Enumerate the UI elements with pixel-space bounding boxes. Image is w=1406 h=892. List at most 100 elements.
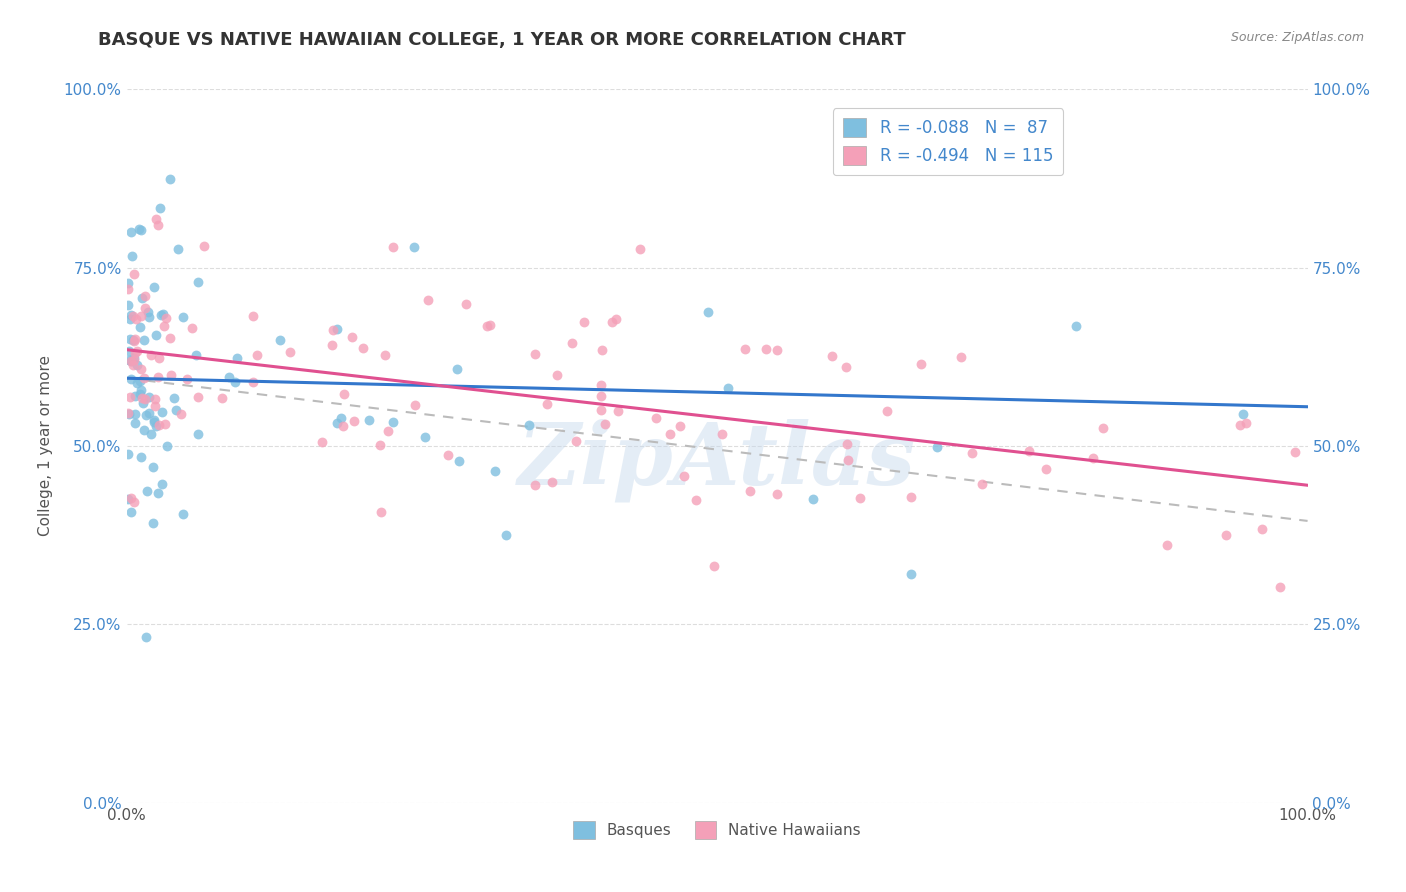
- Text: ZipAtlas: ZipAtlas: [517, 418, 917, 502]
- Point: [120, 491, 142, 506]
- Point: [160, 368, 183, 382]
- Point: [124, 389, 146, 403]
- Point: [124, 346, 146, 360]
- Point: [124, 495, 146, 509]
- Point: [120, 309, 142, 323]
- Point: [165, 403, 187, 417]
- Point: [574, 314, 596, 328]
- Point: [129, 223, 152, 237]
- Point: [125, 358, 148, 372]
- Point: [697, 305, 720, 319]
- Point: [139, 427, 162, 442]
- Point: [950, 350, 973, 364]
- Point: [413, 430, 436, 444]
- Point: [1215, 528, 1237, 542]
- Point: [925, 440, 948, 454]
- Point: [710, 427, 733, 442]
- Point: [1064, 319, 1087, 334]
- Point: [139, 348, 162, 362]
- Point: [172, 310, 194, 325]
- Point: [329, 411, 352, 425]
- Point: [142, 279, 165, 293]
- Point: [172, 507, 194, 521]
- Point: [170, 407, 193, 421]
- Point: [134, 301, 156, 315]
- Point: [1018, 444, 1040, 458]
- Point: [124, 332, 146, 346]
- Point: [404, 240, 426, 254]
- Point: [125, 376, 148, 391]
- Point: [120, 312, 142, 326]
- Point: [484, 464, 506, 478]
- Point: [142, 459, 165, 474]
- Point: [128, 221, 150, 235]
- Point: [155, 311, 177, 326]
- Point: [591, 389, 613, 403]
- Point: [602, 315, 624, 329]
- Point: [122, 351, 145, 366]
- Point: [801, 491, 824, 506]
- Point: [129, 384, 152, 398]
- Point: [311, 434, 333, 449]
- Point: [181, 320, 204, 334]
- Point: [120, 354, 142, 368]
- Point: [156, 439, 179, 453]
- Point: [148, 369, 170, 384]
- Point: [153, 417, 176, 431]
- Point: [900, 566, 922, 581]
- Point: [342, 329, 364, 343]
- Point: [322, 323, 344, 337]
- Text: Source: ZipAtlas.com: Source: ZipAtlas.com: [1230, 31, 1364, 45]
- Point: [605, 312, 627, 326]
- Point: [129, 450, 152, 465]
- Point: [644, 411, 666, 425]
- Point: [876, 404, 898, 418]
- Point: [153, 319, 176, 334]
- Y-axis label: College, 1 year or more: College, 1 year or more: [38, 356, 52, 536]
- Point: [117, 282, 139, 296]
- Point: [606, 404, 628, 418]
- Point: [1232, 407, 1254, 421]
- Point: [900, 490, 922, 504]
- Point: [374, 348, 396, 362]
- Point: [117, 405, 139, 419]
- Point: [127, 343, 149, 358]
- Point: [122, 333, 145, 347]
- Point: [835, 359, 858, 374]
- Point: [332, 419, 354, 434]
- Point: [167, 242, 190, 256]
- Point: [517, 418, 540, 433]
- Point: [135, 483, 157, 498]
- Point: [138, 390, 160, 404]
- Point: [1229, 418, 1251, 433]
- Point: [564, 434, 586, 449]
- Point: [910, 357, 932, 371]
- Point: [1234, 416, 1257, 430]
- Point: [593, 417, 616, 432]
- Point: [138, 310, 160, 324]
- Point: [122, 334, 145, 348]
- Point: [148, 218, 170, 232]
- Point: [143, 415, 166, 429]
- Point: [142, 516, 165, 531]
- Point: [326, 417, 349, 431]
- Point: [145, 419, 167, 434]
- Point: [129, 309, 152, 323]
- Point: [187, 276, 209, 290]
- Point: [1250, 522, 1272, 536]
- Point: [416, 293, 439, 308]
- Point: [454, 297, 477, 311]
- Point: [321, 338, 343, 352]
- Point: [673, 468, 696, 483]
- Point: [821, 349, 844, 363]
- Point: [134, 423, 156, 437]
- Point: [134, 371, 156, 385]
- Point: [122, 267, 145, 281]
- Point: [370, 505, 392, 519]
- Point: [146, 486, 169, 500]
- Point: [122, 352, 145, 367]
- Point: [475, 319, 498, 334]
- Point: [495, 528, 517, 542]
- Point: [357, 413, 380, 427]
- Point: [381, 415, 404, 429]
